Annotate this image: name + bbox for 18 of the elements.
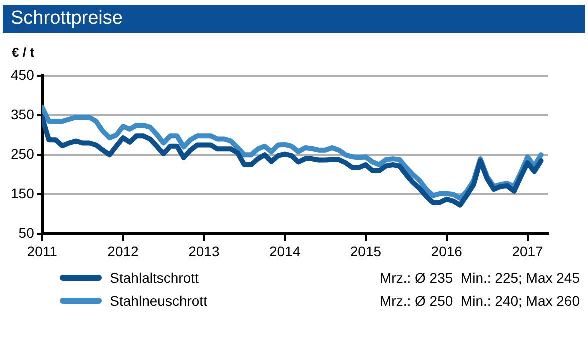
legend-label: Stahlaltschrott bbox=[110, 270, 200, 286]
y-tick-label: 50 bbox=[18, 225, 35, 242]
x-tick-label: 2012 bbox=[108, 243, 140, 260]
y-tick-label: 150 bbox=[11, 186, 35, 202]
y-tick-label: 450 bbox=[11, 66, 35, 83]
y-tick-label: 350 bbox=[11, 106, 35, 122]
x-tick-label: 2013 bbox=[188, 243, 220, 260]
text: Mrz.: Ø 235 Min.: 225; Max 245 bbox=[380, 270, 580, 286]
x-tick-label: 2017 bbox=[512, 243, 544, 260]
chart-title: Schrottpreise bbox=[3, 5, 585, 33]
x-tick-label: 2015 bbox=[350, 243, 382, 260]
y-axis-title: € / t bbox=[12, 45, 34, 60]
x-tick-label: 2011 bbox=[27, 243, 58, 260]
x-tick-label: 2016 bbox=[431, 243, 463, 260]
legend-label: Stahlneuschrott bbox=[110, 292, 208, 308]
y-tick-label: 250 bbox=[11, 146, 35, 162]
text: Mrz.: Ø 250 Min.: 240; Max 260 bbox=[380, 292, 580, 308]
x-tick-label: 2014 bbox=[269, 243, 301, 260]
